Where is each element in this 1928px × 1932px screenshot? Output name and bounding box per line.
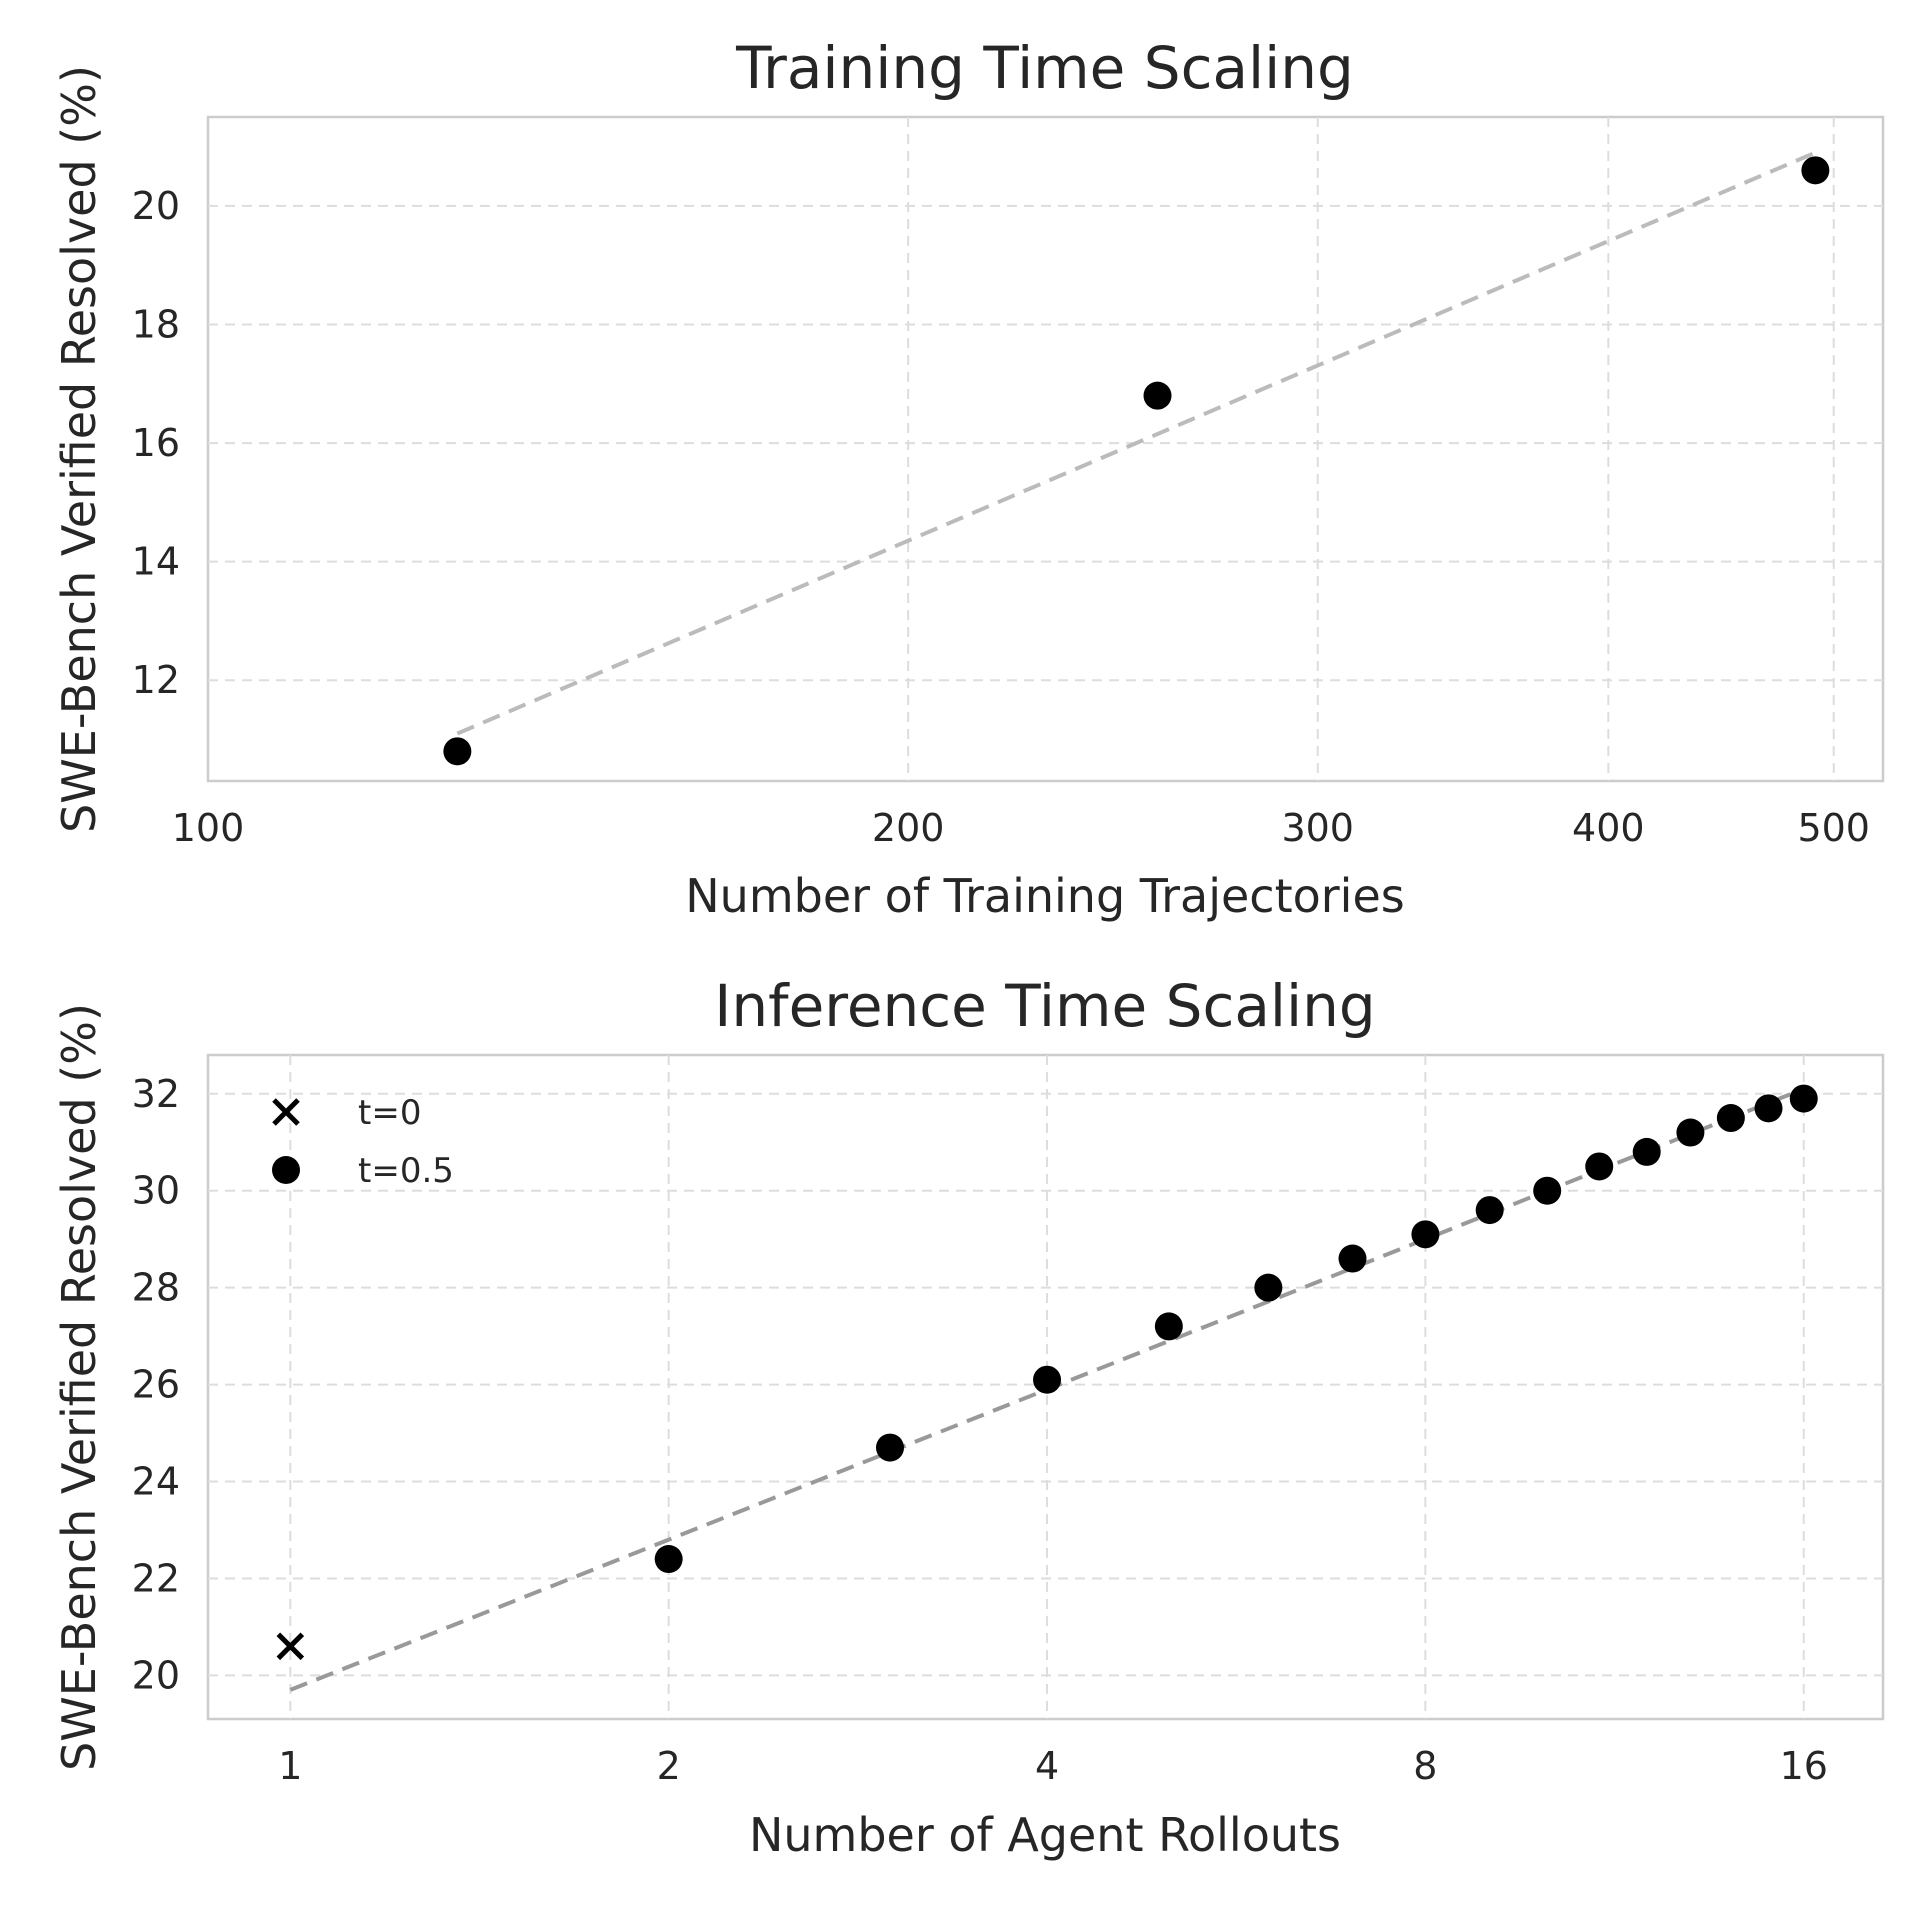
x-axis-label: Number of Training Trajectories <box>685 869 1404 923</box>
y-tick-label: 14 <box>132 540 180 584</box>
data-point <box>1475 1196 1504 1225</box>
data-point <box>443 737 472 766</box>
training-time-scaling-chart: 100 200 300 400 500 12 14 16 18 20 Training Time… <box>52 34 1885 923</box>
x-tick-label: 400 <box>1572 806 1645 850</box>
data-point <box>1254 1273 1283 1302</box>
y-tick-label: 18 <box>132 303 180 347</box>
data-point <box>1033 1365 1062 1394</box>
y-tick-label: 26 <box>132 1363 180 1407</box>
data-points <box>276 1084 1818 1661</box>
gridlines <box>208 117 1883 781</box>
x-tick-label: 8 <box>1413 1744 1437 1788</box>
plot-frame <box>206 1053 1885 1721</box>
chart-title: Inference Time Scaling <box>714 972 1375 1040</box>
plot-frame <box>206 115 1885 783</box>
y-axis-label: SWE-Bench Verified Resolved (%) <box>52 1003 106 1771</box>
legend-label: t=0.5 <box>358 1151 454 1191</box>
data-point <box>1754 1094 1783 1123</box>
y-axis-label: SWE-Bench Verified Resolved (%) <box>52 65 106 833</box>
data-point <box>1801 156 1830 185</box>
x-tick-label: 500 <box>1797 806 1870 850</box>
data-point <box>1716 1104 1745 1133</box>
data-point <box>1154 1312 1183 1341</box>
x-tick-label: 1 <box>278 1744 302 1788</box>
y-tick-label: 28 <box>132 1266 180 1310</box>
legend: t=0 t=0.5 <box>272 1093 454 1191</box>
y-tick-label: 22 <box>132 1556 180 1600</box>
trendline-group <box>456 150 1817 736</box>
legend-circle-marker <box>272 1156 300 1184</box>
x-tick-label: 300 <box>1281 806 1354 850</box>
y-tick-label: 30 <box>132 1169 180 1213</box>
data-point <box>1143 381 1172 410</box>
data-point <box>1676 1118 1705 1147</box>
legend-item: t=0.5 <box>272 1151 454 1191</box>
trendline <box>456 150 1817 736</box>
x-tick-labels: 1 2 4 8 16 <box>278 1744 1828 1788</box>
x-tick-label: 200 <box>872 806 945 850</box>
data-point <box>1632 1137 1661 1166</box>
x-axis-label: Number of Agent Rollouts <box>749 1808 1341 1862</box>
y-tick-label: 20 <box>132 184 180 228</box>
y-tick-label: 24 <box>132 1460 180 1504</box>
y-tick-label: 20 <box>132 1653 180 1697</box>
gridlines <box>208 1055 1883 1719</box>
legend-x-marker <box>272 1098 300 1126</box>
data-point <box>1338 1244 1367 1273</box>
data-point <box>1533 1176 1562 1205</box>
legend-label: t=0 <box>358 1093 421 1133</box>
data-point <box>1585 1152 1614 1181</box>
y-tick-labels: 12 14 16 18 20 <box>132 184 180 702</box>
legend-item: t=0 <box>272 1093 421 1133</box>
data-point <box>1411 1220 1440 1249</box>
x-tick-label: 16 <box>1780 1744 1828 1788</box>
x-tick-label: 100 <box>172 806 245 850</box>
chart-title: Training Time Scaling <box>735 34 1354 102</box>
data-point <box>654 1545 683 1574</box>
x-tick-label: 2 <box>657 1744 681 1788</box>
x-tick-labels: 100 200 300 400 500 <box>172 806 1870 850</box>
y-tick-label: 12 <box>132 658 180 702</box>
x-tick-label: 4 <box>1035 1744 1059 1788</box>
y-tick-labels: 20 22 24 26 28 30 32 <box>132 1072 180 1698</box>
y-tick-label: 16 <box>132 421 180 465</box>
y-tick-label: 32 <box>132 1072 180 1116</box>
data-point <box>1789 1084 1818 1113</box>
data-points <box>443 156 1830 766</box>
data-point-x-marker <box>276 1632 305 1661</box>
data-point <box>876 1433 905 1462</box>
